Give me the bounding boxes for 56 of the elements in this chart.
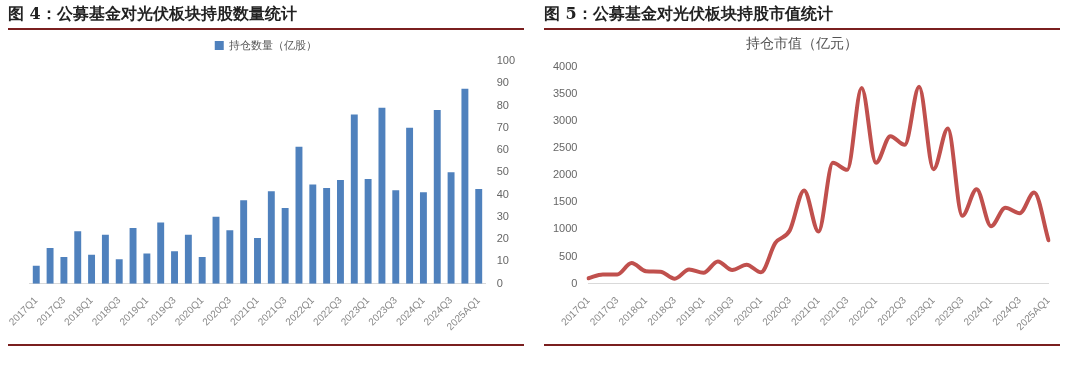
y-tick-label: 500 [559, 249, 578, 262]
bar [433, 109, 441, 284]
bar [74, 231, 82, 284]
bar [198, 256, 206, 284]
legend-label: 持仓数量（亿股） [229, 38, 318, 51]
y-tick-label: 4000 [552, 59, 578, 72]
y-tick-label: 100 [496, 54, 516, 67]
bar [323, 187, 331, 284]
y-tick-label: 3500 [552, 86, 578, 99]
bar [143, 253, 151, 284]
y-tick-label: 3000 [552, 114, 578, 127]
bar [337, 180, 344, 284]
y-tick-label: 0 [496, 276, 503, 289]
bar [254, 238, 261, 284]
bar [171, 251, 178, 284]
y-tick-label: 40 [496, 187, 509, 200]
bar [240, 200, 248, 284]
bar [101, 234, 109, 284]
y-tick-label: 1000 [552, 222, 578, 235]
bar [226, 230, 234, 284]
bar [406, 127, 414, 284]
bar [378, 107, 386, 284]
chart-title: 图 4：公募基金对光伏板块持股数量统计 [8, 0, 524, 30]
bar [281, 207, 289, 284]
y-tick-label: 30 [496, 209, 509, 222]
y-tick-label: 0 [571, 276, 578, 289]
bar [461, 88, 469, 284]
bar [88, 254, 96, 284]
bar [350, 114, 358, 284]
bar [309, 184, 317, 284]
bar [32, 265, 40, 284]
y-tick-label: 90 [496, 76, 509, 89]
y-tick-label: 50 [496, 165, 509, 178]
bar [115, 259, 123, 284]
y-tick-label: 70 [496, 120, 509, 133]
bar [392, 190, 400, 284]
bar [475, 189, 483, 284]
bar [419, 192, 427, 284]
line-series [586, 84, 1051, 281]
y-tick-label: 2000 [552, 168, 578, 181]
bar [447, 172, 455, 284]
bar [364, 179, 372, 284]
y-tick-label: 20 [496, 232, 509, 245]
bar [157, 222, 165, 284]
y-tick-label: 1500 [552, 195, 578, 208]
y-tick-label: 2500 [552, 141, 578, 154]
y-tick-label: 10 [496, 254, 509, 267]
bar [129, 227, 137, 284]
y-tick-label: 80 [496, 98, 509, 111]
bar [46, 248, 54, 284]
bar [60, 256, 68, 284]
bar [184, 234, 192, 284]
bar [267, 191, 275, 284]
chart-subtitle: 持仓市值（亿元） [746, 35, 858, 52]
y-tick-label: 60 [496, 143, 509, 156]
chart-title: 图 5：公募基金对光伏板块持股市值统计 [544, 0, 1060, 30]
